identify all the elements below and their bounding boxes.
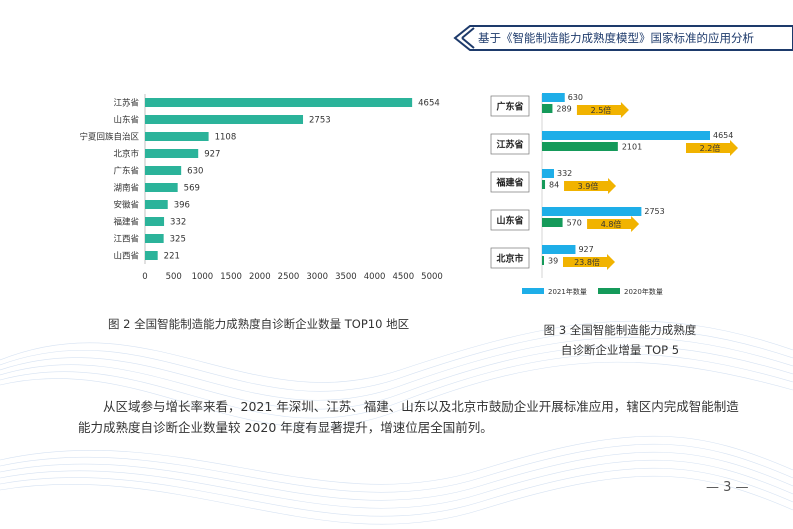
figure3-growth-label: 2.5倍 (591, 105, 612, 115)
figure2-bar (145, 132, 209, 141)
figure3-value-2021: 4654 (713, 131, 733, 140)
figure2-category-label: 宁夏回族自治区 (79, 132, 139, 143)
figure2-bar (145, 149, 199, 158)
figure2-value-label: 1108 (215, 133, 237, 143)
figure3-value-2020: 2101 (622, 143, 642, 152)
figure2-value-label: 221 (164, 252, 180, 262)
figure2-value-label: 332 (170, 218, 186, 228)
figure3-category-box (490, 171, 530, 193)
figure3-bar-2021 (542, 245, 576, 254)
figure2-x-tick-label: 1000 (192, 272, 214, 282)
figure3-category-box (490, 247, 530, 269)
figure2-bar (145, 234, 164, 243)
figure2-bar (145, 115, 304, 124)
figure3-value-2020: 570 (567, 219, 582, 228)
figure2-x-tick-label: 4500 (392, 272, 414, 282)
figure2-value-label: 927 (204, 150, 220, 160)
figure3-bar-2021 (542, 131, 710, 140)
figure2-x-tick-label: 2500 (278, 272, 300, 282)
figure3-legend-swatch-2020 (598, 288, 620, 294)
figure3-value-2020: 289 (556, 105, 571, 114)
figure2-category-label: 安徽省 (113, 200, 139, 211)
figure2-category-label: 北京市 (113, 149, 139, 160)
figure3-legend-label-2021: 2021年数量 (548, 287, 587, 296)
figure3-growth-arrow (576, 102, 629, 118)
page-number: — 3 — (706, 480, 749, 495)
figure3-growth-arrow (564, 178, 617, 194)
figure3-bar-2020 (542, 180, 546, 189)
figure2-category-label: 江苏省 (113, 98, 139, 109)
figure2-bar (145, 217, 165, 226)
figure2-category-label: 山东省 (113, 115, 139, 126)
figure3-category-label: 江苏省 (496, 139, 523, 151)
figure2-bar (145, 183, 178, 192)
figure2-x-tick-label: 2000 (249, 272, 271, 282)
body-paragraph: 从区域参与增长率来看，2021 年深圳、江苏、福建、山东以及北京市鼓励企业开展标… (78, 399, 739, 435)
figure2-value-label: 630 (187, 167, 203, 177)
figure3-legend-label-2020: 2020年数量 (624, 287, 663, 296)
figure2-x-tick-label: 1500 (220, 272, 242, 282)
figure3-category-box (490, 95, 530, 117)
figure3-growth-arrow (686, 140, 738, 156)
figure2-x-tick-label: 3000 (306, 272, 328, 282)
figure2-category-label: 福建省 (113, 217, 139, 228)
figure3-caption-line2: 自诊断企业增量 TOP 5 (560, 343, 680, 357)
figure2-bar (145, 166, 182, 175)
figure2-category-label: 山西省 (113, 251, 139, 262)
figure2-x-tick-label: 5000 (421, 272, 443, 282)
figure3-value-2021: 332 (557, 169, 572, 178)
figure2-bar (145, 251, 158, 260)
figure3-growth-arrow (587, 216, 640, 232)
figure3-value-2021: 2753 (644, 207, 664, 216)
figure3-caption: 图 3 全国智能制造能力成熟度 自诊断企业增量 TOP 5 (520, 320, 720, 360)
figure2-value-label: 569 (184, 184, 200, 194)
figure3-category-label: 北京市 (496, 253, 523, 265)
figure3-bar-2020 (542, 256, 544, 265)
figure2-x-tick-label: 4000 (364, 272, 386, 282)
header-banner (453, 25, 793, 51)
figure3-category-box (490, 209, 530, 231)
figure3-legend-swatch-2021 (522, 288, 544, 294)
figure3-caption-line1: 图 3 全国智能制造能力成熟度 (543, 323, 697, 337)
figure3-growth-arrow (563, 254, 615, 270)
figure2-value-label: 325 (170, 235, 186, 245)
figure3-growth-label: 2.2倍 (700, 143, 721, 153)
figure3-growth-label: 3.9倍 (578, 181, 599, 191)
figure3-bar-2021 (542, 93, 565, 102)
figure2-x-tick-label: 500 (166, 272, 182, 282)
figure2-bar (145, 98, 413, 107)
figure2-x-tick-label: 0 (142, 272, 147, 282)
figure3-bar-2021 (542, 169, 554, 178)
figure3-bar-2021 (542, 207, 642, 216)
figure3-bar-2020 (542, 104, 553, 113)
figure2-value-label: 4654 (418, 99, 440, 109)
figure3-value-2021: 927 (578, 245, 593, 254)
figure2-caption: 图 2 全国智能制造能力成熟度自诊断企业数量 TOP10 地区 (108, 317, 410, 331)
figure2-category-label: 湖南省 (113, 183, 139, 194)
figure3-growth-label: 4.8倍 (601, 219, 622, 229)
figure2-bar (145, 200, 168, 209)
figure2-category-label: 江西省 (113, 234, 139, 245)
page-number-value: 3 (723, 480, 732, 495)
header-title: 基于《智能制造能力成熟度模型》国家标准的应用分析 (478, 31, 754, 45)
figure2-x-tick-label: 3500 (335, 272, 357, 282)
figure3-growth-label: 23.8倍 (574, 257, 600, 267)
figure3-value-2020: 39 (548, 257, 558, 266)
figure2-value-label: 2753 (309, 116, 331, 126)
figure3-category-label: 山东省 (496, 215, 523, 227)
figure3-value-2020: 84 (549, 181, 559, 190)
figure2-value-label: 396 (174, 201, 190, 211)
figure3-bar-2020 (542, 218, 563, 227)
figure3-value-2021: 630 (568, 93, 583, 102)
figure3-bar-2020 (542, 142, 618, 151)
figure3-category-label: 福建省 (495, 177, 523, 189)
figure2-category-label: 广东省 (113, 166, 139, 177)
figure3-category-label: 广东省 (496, 101, 523, 113)
figure3-category-box (490, 133, 530, 155)
